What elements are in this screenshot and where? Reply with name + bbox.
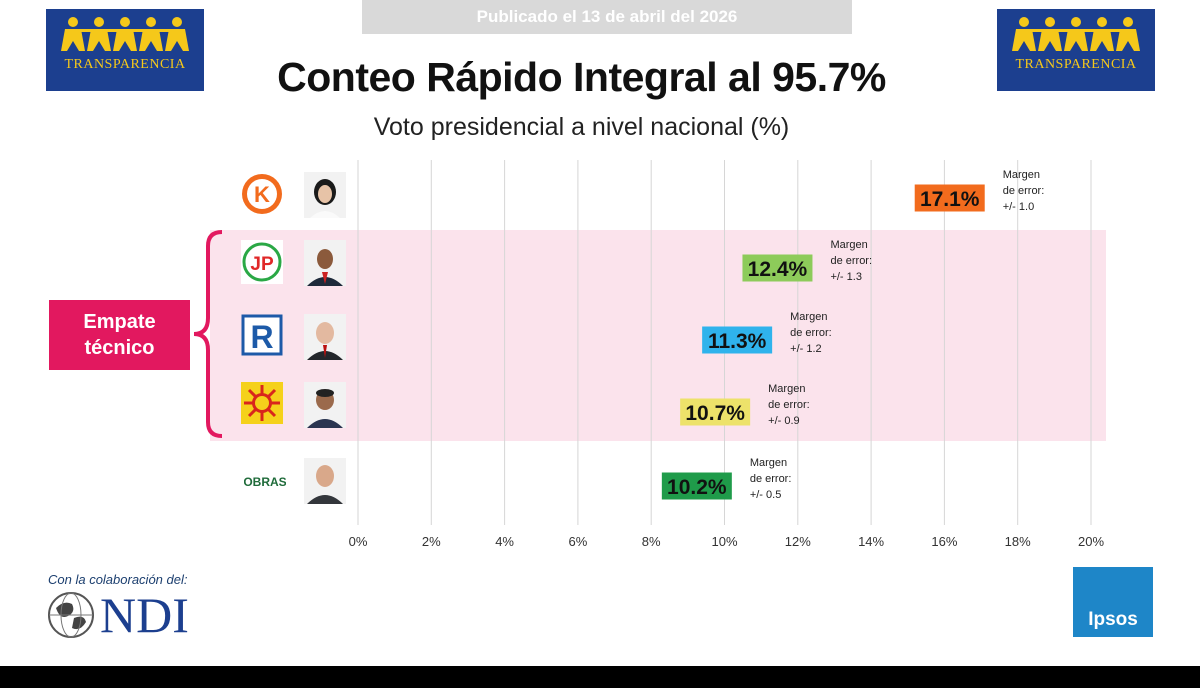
ndi-text: NDI bbox=[100, 587, 189, 643]
transparencia-logo-left: TRANSPARENCIA bbox=[46, 9, 204, 91]
value-bar bbox=[680, 398, 751, 426]
transparencia-logo-text: TRANSPARENCIA bbox=[64, 57, 186, 72]
empate-tecnico-badge: Empate técnico bbox=[49, 300, 190, 370]
margin-label-line2: de error: bbox=[768, 399, 810, 411]
sun-logo-icon bbox=[241, 382, 283, 424]
collaboration-label: Con la colaboración del: bbox=[48, 572, 188, 587]
margin-value: +/- 0.9 bbox=[768, 415, 800, 427]
published-banner: Publicado el 13 de abril del 2026 bbox=[362, 0, 852, 34]
published-date: Publicado el 13 de abril del 2026 bbox=[476, 7, 738, 26]
x-tick-label: 2% bbox=[422, 534, 441, 549]
fuerza-popular-logo-icon: K bbox=[242, 174, 282, 214]
bar-chart: 0% 2% 4% 6% 8% 10% 12% 14% 16% 18% 20% 17.1% Margen d… bbox=[193, 160, 1106, 549]
margin-label-line1: Margen bbox=[768, 383, 805, 395]
x-tick-label: 6% bbox=[569, 534, 588, 549]
obras-logo-text: OBRAS bbox=[244, 475, 286, 489]
ndi-logo: NDI bbox=[46, 590, 189, 640]
data-label: 11.3% bbox=[708, 330, 767, 353]
people-icon bbox=[1012, 17, 1140, 51]
juntos-por-el-peru-logo-icon: JP bbox=[241, 240, 283, 284]
jp-logo-letters: JP bbox=[250, 254, 274, 275]
x-tick-label: 12% bbox=[785, 534, 811, 549]
x-tick-label: 20% bbox=[1078, 534, 1104, 549]
margin-label-line1: Margen bbox=[830, 239, 867, 251]
x-tick-label: 18% bbox=[1005, 534, 1031, 549]
fp-logo-letter: K bbox=[254, 182, 270, 207]
value-bar bbox=[702, 326, 773, 354]
ipsos-logo: Ipsos bbox=[1073, 567, 1153, 637]
ipsos-text: Ipsos bbox=[1088, 609, 1138, 630]
chart-subtitle: Voto presidencial a nivel nacional (%) bbox=[373, 113, 790, 141]
data-label: 17.1% bbox=[920, 188, 980, 211]
margin-label-line1: Margen bbox=[790, 311, 827, 323]
value-bar bbox=[742, 254, 813, 282]
data-label: 10.7% bbox=[685, 402, 745, 425]
x-tick-label: 4% bbox=[495, 534, 514, 549]
empate-line-1: Empate bbox=[83, 311, 156, 333]
empate-highlight-band bbox=[210, 230, 1106, 441]
renovacion-popular-logo-icon: R bbox=[241, 314, 283, 356]
candidate-photo-5 bbox=[304, 458, 346, 504]
value-bar bbox=[661, 472, 732, 500]
margin-label-line2: de error: bbox=[830, 255, 872, 267]
people-icon bbox=[61, 17, 189, 51]
margin-value: +/- 0.5 bbox=[750, 489, 782, 501]
candidate-photo-1 bbox=[304, 172, 346, 218]
margin-label-line2: de error: bbox=[790, 327, 832, 339]
data-label: 10.2% bbox=[667, 476, 727, 499]
x-tick-label: 10% bbox=[711, 534, 737, 549]
rp-logo-letter: R bbox=[250, 319, 273, 355]
empate-line-2: técnico bbox=[84, 337, 155, 359]
infographic-canvas: Publicado el 13 de abril del 2026 TRANSP… bbox=[0, 0, 1200, 666]
margin-value: +/- 1.2 bbox=[790, 343, 822, 355]
margin-value: +/- 1.3 bbox=[830, 271, 862, 283]
transparencia-logo-right: TRANSPARENCIA bbox=[997, 9, 1155, 91]
margin-label-line1: Margen bbox=[750, 457, 787, 469]
obras-logo-icon: OBRAS bbox=[244, 475, 286, 489]
x-tick-label: 14% bbox=[858, 534, 884, 549]
data-label: 12.4% bbox=[748, 258, 808, 281]
margin-label-line2: de error: bbox=[750, 473, 792, 485]
margin-value: +/- 1.0 bbox=[1003, 201, 1035, 213]
margin-label-line1: Margen bbox=[1003, 169, 1040, 181]
x-tick-label: 0% bbox=[349, 534, 368, 549]
empate-brace bbox=[193, 230, 223, 438]
candidate-photo-2 bbox=[304, 240, 346, 286]
transparencia-logo-text: TRANSPARENCIA bbox=[1015, 57, 1137, 72]
candidate-photo-3 bbox=[304, 314, 346, 360]
chart-title: Conteo Rápido Integral al 95.7% bbox=[277, 54, 886, 100]
x-tick-label: 8% bbox=[642, 534, 661, 549]
margin-label-line2: de error: bbox=[1003, 185, 1045, 197]
x-tick-label: 16% bbox=[931, 534, 957, 549]
value-bar bbox=[914, 184, 985, 212]
candidate-photo-4 bbox=[304, 382, 346, 428]
globe-icon bbox=[48, 592, 94, 638]
